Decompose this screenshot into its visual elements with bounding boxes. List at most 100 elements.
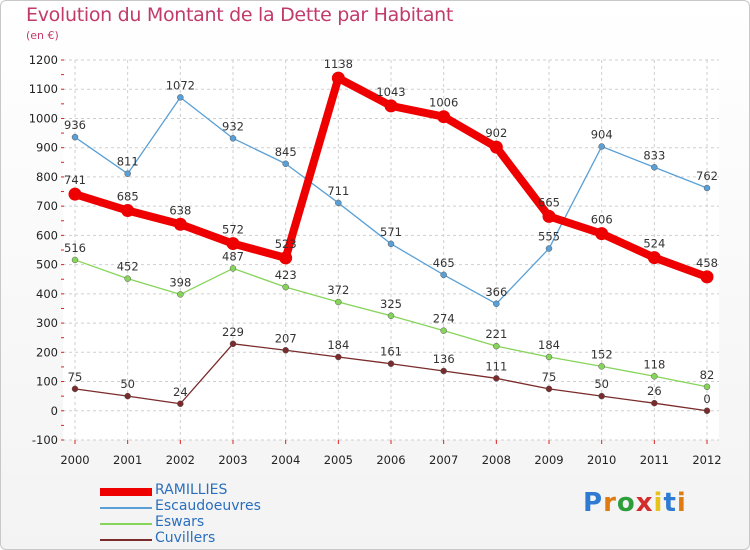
x-tick-label: 2007 <box>429 453 458 467</box>
data-label: 398 <box>169 275 191 289</box>
data-point <box>647 251 661 265</box>
data-label: 229 <box>222 325 244 339</box>
data-label: 904 <box>591 128 613 142</box>
data-point <box>493 300 500 308</box>
y-tick-label: 1200 <box>29 53 58 67</box>
data-label: 0 <box>703 392 710 406</box>
data-point <box>437 110 451 124</box>
data-point <box>282 160 289 168</box>
data-point <box>226 237 240 251</box>
x-tick-label: 2001 <box>113 453 142 467</box>
legend-swatch <box>100 488 152 496</box>
x-tick-label: 2009 <box>534 453 563 467</box>
data-point <box>542 209 556 223</box>
y-tick-label: 200 <box>36 345 58 359</box>
x-tick-label: 2000 <box>60 453 89 467</box>
data-label: 1006 <box>429 96 458 110</box>
data-point <box>440 271 447 279</box>
logo-letter: i <box>653 488 664 518</box>
x-tick-label: 2008 <box>482 453 511 467</box>
data-label: 136 <box>433 352 455 366</box>
x-tick-label: 2004 <box>271 453 300 467</box>
data-label: 845 <box>275 145 297 159</box>
y-tick-label: 700 <box>36 199 58 213</box>
data-label: 274 <box>433 312 455 326</box>
data-point <box>384 99 398 113</box>
legend: RAMILLIES Escaudoeuvres Eswars Cuvillers <box>100 482 360 548</box>
data-point <box>700 270 714 284</box>
legend-item-cuvillers: Cuvillers <box>100 530 360 548</box>
data-point <box>493 375 500 382</box>
data-label: 762 <box>696 169 718 183</box>
logo-letter: x <box>635 488 654 518</box>
data-point <box>387 312 395 320</box>
data-label: 1072 <box>166 78 195 92</box>
data-point <box>598 363 605 370</box>
data-label: 221 <box>485 327 507 341</box>
data-label: 487 <box>222 249 244 263</box>
data-label: 152 <box>591 347 613 361</box>
data-point <box>71 385 79 393</box>
data-point <box>177 400 184 408</box>
data-label: 24 <box>173 385 188 399</box>
data-label: 685 <box>117 190 139 204</box>
y-tick-label: 800 <box>36 170 58 184</box>
y-tick-label: 100 <box>36 375 58 389</box>
y-tick-label: 300 <box>36 316 58 330</box>
data-point <box>545 385 553 393</box>
data-label: 184 <box>327 338 349 352</box>
legend-item-ramillies: RAMILLIES <box>100 482 360 500</box>
data-point <box>598 392 605 400</box>
y-tick-label: 500 <box>36 258 58 272</box>
proxiti-logo: Proxiti <box>583 488 687 518</box>
data-point <box>493 342 500 350</box>
plot-area <box>63 60 719 440</box>
x-tick-label: 2012 <box>692 453 721 467</box>
data-label: 524 <box>643 237 665 251</box>
y-tick-label: 0 <box>51 404 58 418</box>
y-tick-label: 600 <box>36 228 58 242</box>
data-point <box>651 164 658 171</box>
data-label: 571 <box>380 225 402 239</box>
logo-letter: t <box>663 488 677 518</box>
data-label: 372 <box>327 283 349 297</box>
data-point <box>387 360 395 367</box>
data-label: 75 <box>68 370 83 384</box>
legend-swatch <box>100 507 152 509</box>
data-point <box>229 135 237 142</box>
data-point <box>335 298 342 306</box>
data-label: 458 <box>696 256 718 270</box>
data-label: 26 <box>647 384 662 398</box>
logo-letter: i <box>676 488 687 518</box>
data-label: 423 <box>275 268 297 282</box>
x-tick-label: 2002 <box>166 453 195 467</box>
data-point <box>124 170 131 177</box>
legend-item-eswars: Eswars <box>100 514 360 532</box>
data-label: 207 <box>275 331 297 345</box>
data-label: 711 <box>327 184 349 198</box>
data-point <box>229 340 237 348</box>
data-point <box>595 227 609 241</box>
data-point <box>177 94 184 101</box>
data-label: 932 <box>222 119 244 133</box>
chart-subtitle: (en €) <box>26 29 59 42</box>
data-label: 811 <box>117 155 139 169</box>
data-point <box>598 143 605 150</box>
data-point <box>489 140 503 154</box>
data-point <box>177 291 184 298</box>
logo-letter: o <box>616 488 636 518</box>
x-tick-label: 2003 <box>218 453 247 467</box>
data-point <box>651 373 658 380</box>
y-tick-label: 1100 <box>29 82 58 96</box>
data-label: 325 <box>380 297 402 311</box>
legend-label: Eswars <box>155 514 205 530</box>
data-label: 50 <box>120 377 135 391</box>
data-label: 516 <box>64 241 86 255</box>
data-label: 572 <box>222 223 244 237</box>
y-tick-label: 400 <box>36 287 58 301</box>
data-point <box>229 265 237 272</box>
data-label: 1138 <box>324 57 353 71</box>
data-label: 665 <box>538 195 560 209</box>
data-point <box>279 251 293 265</box>
